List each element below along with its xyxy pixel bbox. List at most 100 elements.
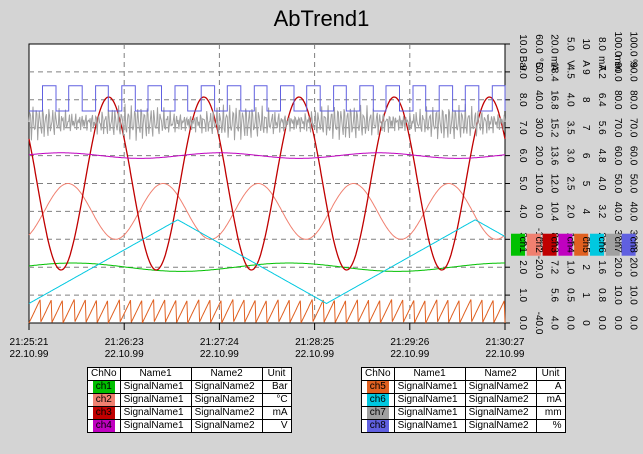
legend-header-chno: ChNo: [87, 367, 121, 381]
x-tick-date: 22.10.99: [10, 349, 49, 360]
axis-tick-label-ch3: 5.6: [549, 288, 560, 302]
axis-badge-ch8: [621, 233, 636, 256]
axis-tick-label-ch1: 8.0: [517, 93, 528, 107]
x-tick-time: 21:30:27: [486, 337, 525, 348]
legend-row: ch5 SignalName1 SignalName2 A: [361, 380, 566, 394]
x-tick-time: 21:25:21: [10, 337, 49, 348]
legend-unit: °C: [261, 393, 292, 407]
legend-channel-cell: ch3: [87, 406, 121, 420]
legend-table-right: ChNo Name1 Name2 Unit ch5 SignalName1 Si…: [361, 367, 566, 433]
legend-channel: ch4: [92, 420, 115, 432]
legend-channel: ch6: [366, 394, 389, 406]
legend-channel-cell: ch1: [87, 380, 121, 394]
x-tick-time: 21:26:23: [105, 337, 144, 348]
axis-tick-label-ch4: 3.5: [564, 121, 575, 135]
axis-tick-label-ch1: 0.0: [517, 316, 528, 330]
axis-tick-label-ch7: 50.0: [612, 174, 623, 194]
axis-tick-label-ch7: 10.0: [612, 285, 623, 305]
axis-tick-label-ch2: 10.0: [533, 174, 544, 194]
axis-tick-label-ch3: 15.2: [549, 118, 560, 138]
axis-tick-label-ch5: 0: [580, 320, 591, 326]
axis-unit-ch1: Bar: [517, 56, 528, 72]
legend-header-unit: Unit: [535, 367, 566, 381]
axis-tick-label-ch3: 10.4: [549, 202, 560, 222]
x-tick-date: 22.10.99: [486, 349, 525, 360]
axis-tick-label-ch8: 40.0: [628, 202, 639, 222]
axis-tick-label-ch1: 2.0: [517, 260, 528, 274]
axis-tick-label-ch8: 90.0: [628, 62, 639, 82]
axis-tick-label-ch6: 5.6: [596, 121, 607, 135]
legend-unit: V: [261, 419, 292, 433]
axis-tick-label-ch5: 7: [580, 125, 591, 131]
axis-tick-label-ch5: 9: [580, 69, 591, 75]
axis-tick-label-ch3: 16.8: [549, 90, 560, 110]
legend-header-row: ChNo Name1 Name2 Unit: [361, 367, 566, 381]
axis-tick-label-ch2: 20.0: [533, 146, 544, 166]
axis-tick-label-ch1: 5.0: [517, 177, 528, 191]
axis-badge-label-ch8: ch8: [628, 237, 639, 254]
legend-header-unit: Unit: [261, 367, 292, 381]
axis-tick-label-ch8: 50.0: [628, 174, 639, 194]
axis-tick-label-ch2: 50.0: [533, 62, 544, 82]
axis-tick-label-ch8: 100.0: [628, 31, 639, 56]
legend-name1: SignalName1: [119, 419, 192, 433]
axis-unit-ch5: A: [580, 60, 591, 67]
legend-unit: mm: [535, 406, 566, 420]
axis-tick-label-ch4: 4.5: [564, 65, 575, 79]
legend-channel-cell: ch6: [361, 393, 395, 407]
axis-unit-ch3: mA: [549, 56, 560, 71]
axis-badge-label-ch3: ch3: [549, 237, 560, 254]
axis-tick-label-ch5: 1: [580, 292, 591, 298]
legend-name1: SignalName1: [119, 380, 192, 394]
axis-tick-label-ch1: 9.0: [517, 65, 528, 79]
axis-badge-ch1: [511, 233, 525, 256]
axis-tick-label-ch5: 10: [580, 38, 591, 50]
axis-tick-label-ch4: 1.0: [564, 260, 575, 274]
axis-tick-label-ch4: 5.0: [564, 37, 575, 51]
legend-row: ch3 SignalName1 SignalName2 mA: [87, 406, 292, 420]
legend-unit: mA: [535, 393, 566, 407]
axis-badge-label-ch2: ch2: [533, 237, 544, 254]
axis-badge-ch5: [574, 233, 589, 256]
axis-badge-ch6: [590, 233, 604, 256]
legend-header-name1: Name1: [119, 367, 192, 381]
legend-name2: SignalName2: [464, 393, 537, 407]
axis-tick-label-ch6: 0.0: [596, 316, 607, 330]
axis-tick-label-ch5: 6: [580, 153, 591, 159]
legend-name1: SignalName1: [119, 406, 192, 420]
axis-tick-label-ch8: 70.0: [628, 118, 639, 138]
x-tick-date: 22.10.99: [390, 349, 429, 360]
axis-tick-label-ch3: 12.0: [549, 174, 560, 194]
axis-badge-label-ch5: ch5: [580, 237, 591, 254]
x-tick-time: 21:27:24: [200, 337, 239, 348]
axis-tick-label-ch6: 7.2: [596, 65, 607, 79]
legend-name2: SignalName2: [464, 406, 537, 420]
legend-name2: SignalName2: [464, 419, 537, 433]
legend-name2: SignalName2: [190, 393, 263, 407]
legend-unit: mA: [261, 406, 292, 420]
axis-tick-label-ch7: 60.0: [612, 146, 623, 166]
legend-header-name1: Name1: [393, 367, 466, 381]
axis-badge-ch7: [605, 233, 620, 256]
legend-channel-cell: ch8: [361, 419, 395, 433]
axis-tick-label-ch5: 2: [580, 264, 591, 270]
axis-tick-label-ch6: 1.6: [596, 260, 607, 274]
series-line-ch8: [29, 85, 506, 112]
legend-name1: SignalName1: [393, 393, 466, 407]
axis-tick-label-ch5: 4: [580, 209, 591, 215]
axis-badge-ch3: [542, 233, 557, 256]
legend-channel: ch8: [366, 420, 389, 432]
legend-channel: ch1: [92, 381, 115, 393]
legend-channel-cell: ch4: [87, 419, 121, 433]
axis-tick-label-ch2: 30.0: [533, 118, 544, 138]
legend-name2: SignalName2: [190, 380, 263, 394]
legend-name2: SignalName2: [464, 380, 537, 394]
axis-tick-label-ch3: 13.6: [549, 146, 560, 166]
axis-tick-label-ch1: 6.0: [517, 149, 528, 163]
axis-tick-label-ch2: 40.0: [533, 90, 544, 110]
legend-name2: SignalName2: [190, 419, 263, 433]
legend-name1: SignalName1: [119, 393, 192, 407]
x-tick-date: 22.10.99: [295, 349, 334, 360]
axis-tick-label-ch4: 3.0: [564, 149, 575, 163]
legend-channel: ch7: [366, 407, 389, 419]
